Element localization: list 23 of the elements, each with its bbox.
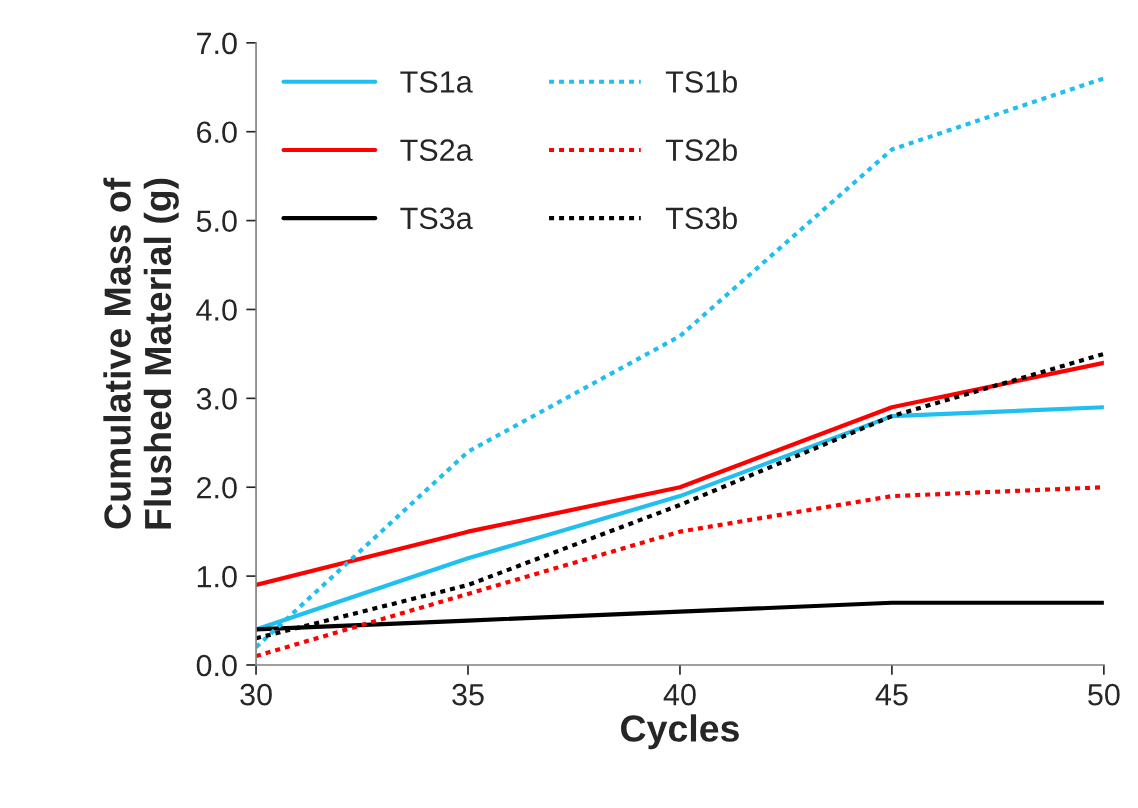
y-tick-label: 5.0 [196,210,237,232]
y-tick-label: 3.0 [196,388,237,410]
x-axis-title: Cycles [621,714,739,750]
y-tick-label: 4.0 [196,299,237,321]
x-tick-label: 30 [240,683,272,706]
legend-label: TS2a [400,139,473,161]
y-axis-title: Cumulative Mass of Flushed Material (g) [103,177,179,529]
y-tick-label: 1.0 [197,565,237,588]
line-series [256,351,1104,641]
legend-label: TS2b [665,138,737,161]
y-tick-label: 0.0 [196,654,237,677]
legend-label: TS1a [400,71,473,93]
y-tick-label: 2.0 [197,476,237,499]
line-series [256,360,1104,588]
legend-label: TS1b [665,70,737,93]
legend-label: TS3b [665,206,737,230]
y-tick-label: 6.0 [197,121,237,144]
legend-label: TS3a [400,207,473,230]
x-tick-label: 45 [875,684,908,706]
x-tick-label: 40 [663,683,696,706]
y-tick-label: 7.0 [197,32,237,55]
x-tick-label: 50 [1088,683,1120,706]
x-tick-label: 35 [452,683,484,706]
